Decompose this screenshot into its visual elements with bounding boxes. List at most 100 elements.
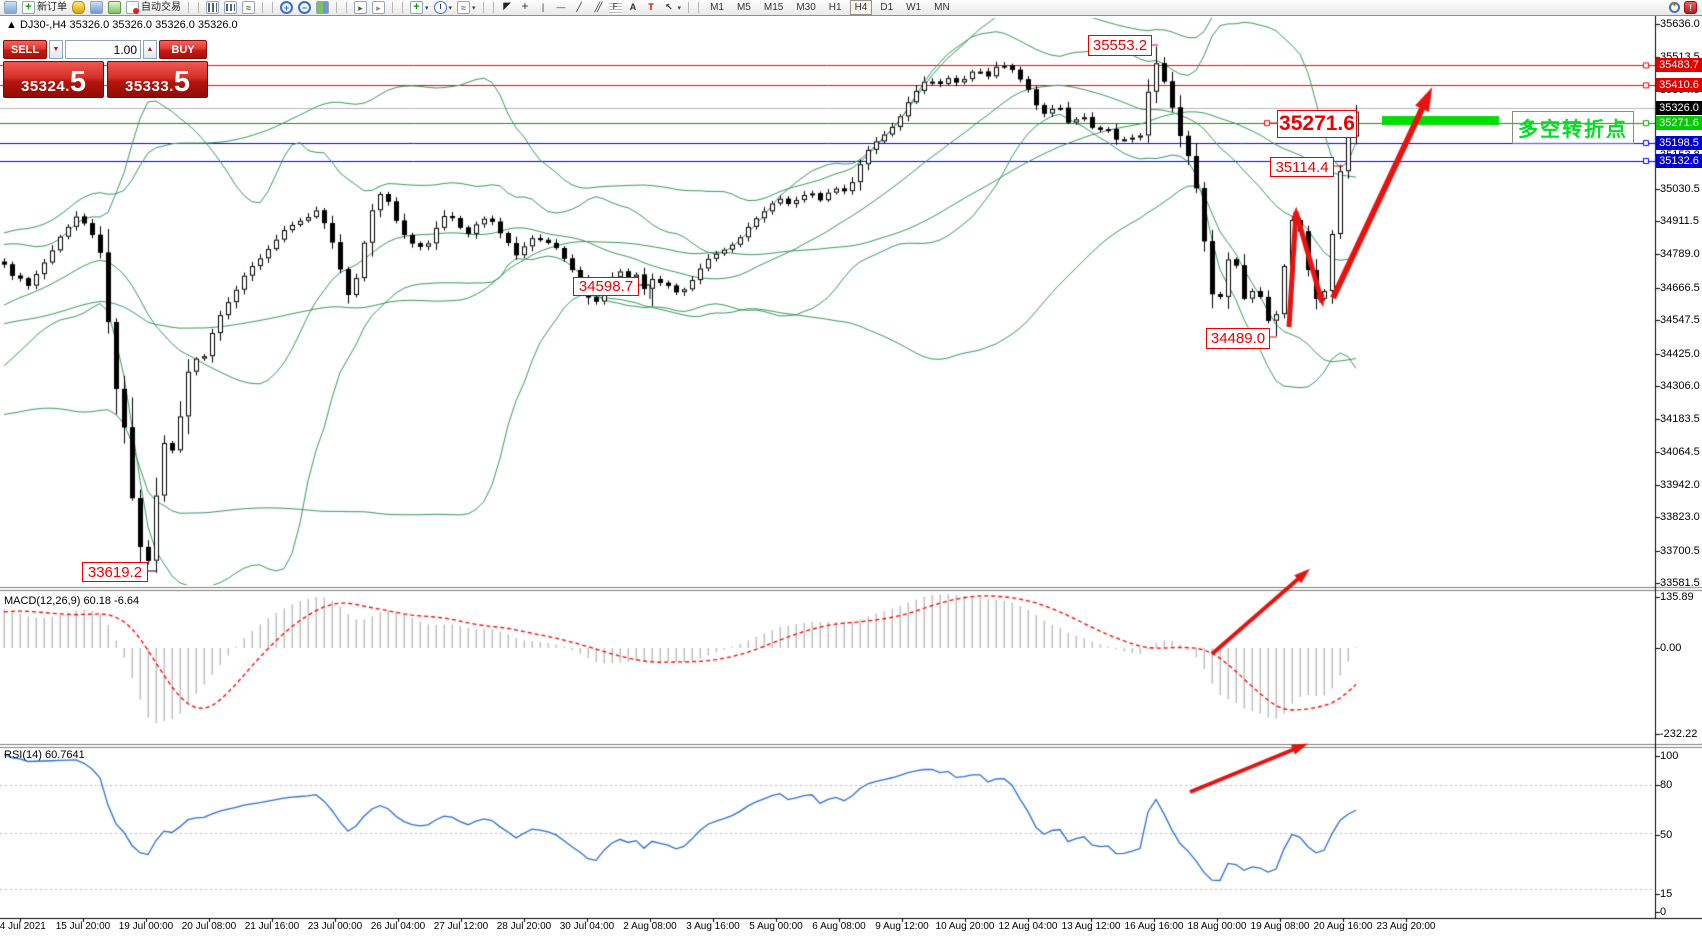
date-tick-label[interactable]: 23 Aug 20:00 [1376, 921, 1436, 932]
date-tick-label[interactable]: 19 Aug 08:00 [1250, 921, 1310, 932]
date-tick-label[interactable]: 20 Aug 16:00 [1313, 921, 1373, 932]
zoom-in-icon[interactable] [279, 0, 294, 15]
timeframe-m5[interactable]: M5 [736, 2, 751, 13]
bull-bear-turning-point-note[interactable]: 多空转折点 [1512, 111, 1634, 144]
vertical-line-icon[interactable] [536, 0, 551, 15]
price-annotation-box[interactable]: 35114.4 [1270, 157, 1334, 177]
rsi-axis-label: 80 [1660, 779, 1673, 791]
timeframe-m1[interactable]: M1 [710, 2, 724, 13]
price-tick: 34911.5 [1660, 215, 1699, 228]
templates-icon[interactable]: ▾ [456, 0, 477, 15]
cursor-icon[interactable] [500, 0, 515, 15]
timeframe-h4[interactable]: H4 [849, 0, 873, 15]
date-tick-label[interactable]: 26 Jul 04:00 [370, 921, 426, 932]
price-badge: 35271.6 [1656, 116, 1702, 131]
crosshair-icon[interactable] [518, 0, 533, 15]
date-tick-label[interactable]: 2 Aug 08:00 [623, 921, 677, 932]
date-tick-label[interactable]: 20 Jul 08:00 [181, 921, 237, 932]
shift-right-glyph [372, 1, 385, 15]
people-glyph [90, 1, 103, 14]
sell-button[interactable]: SELL [3, 40, 47, 59]
channel-glyph [591, 0, 604, 14]
label-icon[interactable] [644, 0, 659, 15]
plus-drop-glyph [410, 0, 423, 14]
signal-glyph [108, 1, 121, 14]
date-tick-label[interactable]: 9 Aug 12:00 [875, 921, 929, 932]
bar-chart-icon[interactable] [205, 0, 220, 15]
channel-icon[interactable] [590, 0, 605, 15]
date-tick-label[interactable]: 10 Aug 20:00 [935, 921, 995, 932]
timeframe-mn[interactable]: MN [934, 2, 950, 13]
bars-up-glyph [206, 1, 219, 14]
volume-increase-button[interactable]: ▲ [143, 40, 157, 59]
date-tick-label[interactable]: 27 Jul 12:00 [433, 921, 489, 932]
date-tick-label[interactable]: 14 Jul 2021 [0, 921, 46, 932]
price-annotation-box[interactable]: 33619.2 [82, 562, 148, 582]
date-tick-label[interactable]: 6 Aug 08:00 [812, 921, 866, 932]
buy-price-tile[interactable]: 35333. 5 [107, 61, 208, 98]
dropdown-arrow-icon: ▾ [677, 4, 682, 12]
cursor-glyph [501, 0, 514, 14]
history-center-icon[interactable] [71, 0, 86, 15]
date-tick-label[interactable]: 12 Aug 04:00 [998, 921, 1058, 932]
date-tick-label[interactable]: 3 Aug 16:00 [686, 921, 740, 932]
label-t-glyph [645, 0, 658, 14]
zoom-out-icon[interactable] [297, 0, 312, 15]
date-tick-label[interactable]: 16 Aug 16:00 [1124, 921, 1184, 932]
timeframe-m15[interactable]: M15 [763, 2, 784, 13]
auto-trading-button[interactable]: 自动交易 [125, 0, 182, 15]
candlestick-chart-icon[interactable] [223, 0, 238, 15]
date-tick-label[interactable]: 23 Jul 00:00 [307, 921, 363, 932]
horizontal-line-icon[interactable] [554, 0, 569, 15]
line-chart-icon[interactable] [241, 0, 256, 15]
date-tick-label[interactable]: 19 Jul 00:00 [118, 921, 174, 932]
trend-glyph [573, 0, 586, 14]
price-annotation-box[interactable]: 35553.2 [1088, 35, 1152, 56]
timeframe-d1[interactable]: D1 [880, 2, 894, 13]
price-annotation-box[interactable]: 34598.7 [573, 277, 639, 296]
date-tick-label[interactable]: 21 Jul 16:00 [244, 921, 300, 932]
periods-icon[interactable]: ▾ [433, 0, 454, 15]
window-icon[interactable] [3, 0, 18, 15]
volume-input[interactable] [65, 40, 141, 59]
help-chat-icon[interactable] [1684, 1, 1697, 15]
crosshair-glyph [519, 0, 532, 14]
volume-decrease-button[interactable]: ▼ [49, 40, 63, 59]
price-annotation-box[interactable]: 34489.0 [1206, 328, 1270, 349]
fibonacci-icon[interactable] [608, 0, 623, 15]
chart-canvas[interactable] [0, 16, 1702, 937]
sell-price-pip: 5 [69, 66, 87, 98]
indicators-icon[interactable]: ▾ [409, 0, 430, 15]
date-tick-label[interactable]: 13 Aug 12:00 [1061, 921, 1121, 932]
price-annotation-box[interactable]: 35271.6 [1277, 110, 1357, 138]
auto-scroll-icon[interactable] [353, 0, 368, 15]
chart-shift-icon[interactable] [371, 0, 386, 15]
timeframe-m30[interactable]: M30 [796, 2, 816, 13]
shapes-icon[interactable]: ▾ [662, 0, 683, 15]
toolbar-right-group [1669, 1, 1699, 15]
timeframe-h1[interactable]: H1 [828, 2, 842, 13]
dropdown-arrow-icon: ▾ [425, 4, 429, 12]
main-toolbar: 新订单 自动交易 ▾ ▾ ▾ ▾ M1 M5 M15 M30 H1 H4 D1 W1 MN [0, 0, 1702, 16]
toolbar-separator [482, 2, 484, 13]
new-order-button[interactable]: 新订单 [21, 0, 68, 15]
date-tick-label[interactable]: 30 Jul 04:00 [559, 921, 615, 932]
search-icon[interactable] [1669, 2, 1680, 13]
date-tick-label[interactable]: 28 Jul 20:00 [496, 921, 552, 932]
profiles-icon[interactable] [89, 0, 104, 15]
alerts-icon[interactable] [107, 0, 122, 15]
timeframe-w1[interactable]: W1 [906, 2, 922, 13]
price-tick: 34064.5 [1660, 445, 1700, 458]
text-icon[interactable] [626, 0, 641, 15]
macd-axis-label: -232.22 [1660, 728, 1698, 740]
buy-button[interactable]: BUY [159, 40, 207, 59]
date-tick-label[interactable]: 18 Aug 00:00 [1187, 921, 1247, 932]
sell-price-tile[interactable]: 35324. 5 [3, 61, 104, 98]
trade-prices-row: 35324. 5 35333. 5 [3, 61, 211, 98]
date-tick-label[interactable]: 15 Jul 20:00 [55, 921, 111, 932]
fibo-glyph [608, 0, 622, 14]
trendline-icon[interactable] [572, 0, 587, 15]
date-tick-label[interactable]: 5 Aug 00:00 [749, 921, 803, 932]
price-badge: 35132.6 [1656, 153, 1702, 168]
tile-windows-icon[interactable] [315, 0, 330, 15]
